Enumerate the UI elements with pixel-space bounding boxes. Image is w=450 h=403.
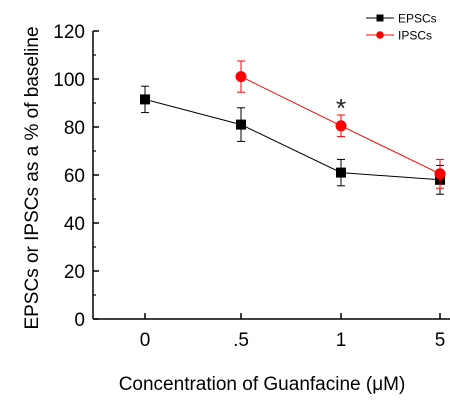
x-tick-label: 0	[140, 330, 151, 351]
data-point-epscs	[140, 94, 150, 105]
legend-label-epscs: EPSCs	[398, 12, 437, 26]
y-tick-label: 100	[53, 70, 85, 91]
x-tick-label: 1	[336, 330, 347, 351]
data-point-ipscs	[335, 120, 347, 132]
data-point-epscs	[336, 167, 346, 178]
y-axis-label: EPSCs or IPSCs as a % of baseline	[22, 26, 43, 329]
legend-label-ipscs: IPSCs	[398, 29, 432, 43]
data-point-epscs	[236, 119, 246, 130]
y-tick-label: 60	[64, 166, 85, 187]
legend: EPSCs IPSCs	[366, 12, 437, 43]
series-line-epscs	[144, 98, 441, 181]
significance-asterisk: *	[336, 93, 346, 123]
x-tick-label: 5	[435, 330, 446, 351]
axes: 0 20 40 60 80 100 120 0 .5 1 5	[53, 22, 450, 351]
y-tick-label: 120	[53, 22, 85, 43]
legend-marker-ipscs	[376, 31, 384, 39]
y-tick-label: 40	[64, 214, 85, 235]
data-point-ipscs	[235, 71, 247, 83]
legend-marker-epscs	[376, 14, 384, 22]
data-point-ipscs	[434, 168, 446, 180]
x-axis-label: Concentration of Guanfacine (μM)	[119, 374, 406, 395]
x-tick-label: .5	[233, 330, 249, 351]
y-tick-label: 80	[64, 118, 85, 139]
y-tick-label: 0	[74, 310, 85, 331]
chart-marks: *	[140, 60, 446, 195]
y-tick-label: 20	[64, 262, 85, 283]
